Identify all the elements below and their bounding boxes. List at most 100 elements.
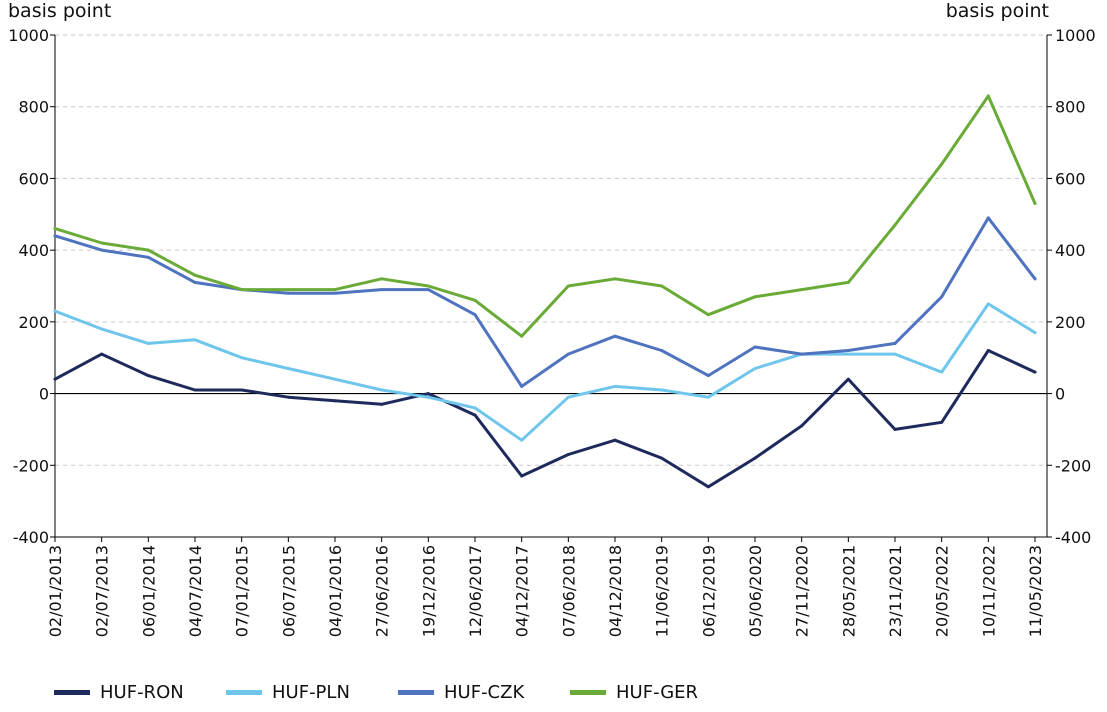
data-point-huf-pln: [333, 377, 337, 381]
data-point-huf-ger: [566, 284, 570, 288]
data-point-huf-pln: [53, 309, 57, 313]
series-line-huf-pln: [53, 302, 1037, 442]
data-point-huf-ron: [800, 424, 804, 428]
data-point-huf-czk: [846, 349, 850, 353]
y-tick-label-left: 1000: [8, 26, 49, 45]
data-point-huf-czk: [566, 352, 570, 356]
data-point-huf-ger: [893, 223, 897, 227]
data-point-huf-ger: [800, 288, 804, 292]
y-tick-label-right: -400: [1055, 528, 1091, 547]
data-point-huf-pln: [940, 370, 944, 374]
data-point-huf-ron: [846, 377, 850, 381]
x-tick-label: 02/01/2013: [46, 545, 65, 637]
data-point-huf-ger: [613, 277, 617, 281]
data-point-huf-czk: [380, 288, 384, 292]
data-point-huf-pln: [706, 395, 710, 399]
x-tick-label: 07/06/2018: [559, 545, 578, 637]
x-tick-label: 06/12/2019: [699, 545, 718, 637]
data-point-huf-pln: [1033, 331, 1037, 335]
data-point-huf-pln: [240, 356, 244, 360]
data-point-huf-czk: [1033, 277, 1037, 281]
data-point-huf-czk: [53, 234, 57, 238]
data-point-huf-ger: [706, 313, 710, 317]
x-tick-label: 20/05/2022: [933, 545, 952, 637]
x-tick-label: 02/07/2013: [93, 545, 112, 637]
data-point-huf-czk: [193, 280, 197, 284]
data-point-huf-ger: [846, 280, 850, 284]
data-point-huf-pln: [986, 302, 990, 306]
data-point-huf-ron: [240, 388, 244, 392]
data-point-huf-pln: [286, 366, 290, 370]
data-point-huf-ron: [893, 427, 897, 431]
x-tick-label: 11/06/2019: [653, 545, 672, 637]
data-point-huf-ger: [473, 298, 477, 302]
legend-item-huf-ger: HUF-GER: [570, 682, 698, 703]
legend: HUF-RON HUF-PLN HUF-CZK HUF-GER: [0, 682, 1107, 710]
data-point-huf-czk: [613, 334, 617, 338]
legend-swatch: [226, 690, 262, 695]
data-point-huf-czk: [940, 295, 944, 299]
x-tick-label: 07/01/2015: [233, 545, 252, 637]
y-axis-label-right: basis point: [945, 0, 1049, 22]
y-tick-label-right: -200: [1055, 456, 1091, 475]
y-tick-label-left: 200: [18, 313, 49, 332]
y-tick-label-left: 800: [18, 98, 49, 117]
data-point-huf-pln: [613, 384, 617, 388]
legend-swatch: [398, 690, 434, 695]
legend-item-huf-czk: HUF-CZK: [398, 682, 524, 703]
data-point-huf-ger: [753, 295, 757, 299]
data-point-huf-pln: [193, 338, 197, 342]
data-point-huf-ron: [940, 420, 944, 424]
series-line-huf-ger: [53, 94, 1037, 338]
y-tick-label-left: 600: [18, 169, 49, 188]
data-point-huf-pln: [100, 327, 104, 331]
data-point-huf-pln: [566, 395, 570, 399]
data-point-huf-ger: [286, 288, 290, 292]
data-point-huf-ron: [146, 374, 150, 378]
data-point-huf-ron: [380, 402, 384, 406]
data-point-huf-pln: [426, 395, 430, 399]
data-point-huf-ron: [986, 349, 990, 353]
data-point-huf-czk: [753, 345, 757, 349]
y-tick-label-right: 400: [1055, 241, 1086, 260]
data-point-huf-ger: [660, 284, 664, 288]
data-point-huf-ger: [333, 288, 337, 292]
data-point-huf-ger: [240, 288, 244, 292]
data-point-huf-czk: [286, 291, 290, 295]
legend-item-huf-ron: HUF-RON: [54, 682, 184, 703]
data-point-huf-ger: [53, 227, 57, 231]
data-point-huf-ger: [426, 284, 430, 288]
data-point-huf-ron: [100, 352, 104, 356]
x-tick-label: 28/05/2021: [839, 545, 858, 637]
x-tick-label: 04/07/2014: [186, 545, 205, 637]
y-tick-label-right: 1000: [1055, 26, 1096, 45]
y-tick-label-left: -200: [13, 456, 49, 475]
data-point-huf-ron: [286, 395, 290, 399]
x-tick-label: 04/01/2016: [326, 545, 345, 637]
data-point-huf-czk: [426, 288, 430, 292]
data-point-huf-ron: [753, 456, 757, 460]
data-point-huf-ron: [193, 388, 197, 392]
data-point-huf-czk: [986, 216, 990, 220]
data-point-huf-czk: [660, 349, 664, 353]
data-point-huf-ger: [193, 273, 197, 277]
data-point-huf-ron: [426, 392, 430, 396]
data-point-huf-ger: [380, 277, 384, 281]
y-tick-label-left: 0: [39, 385, 49, 404]
data-point-huf-czk: [146, 255, 150, 259]
data-point-huf-ron: [53, 377, 57, 381]
x-tick-label: 27/11/2020: [793, 545, 812, 637]
y-tick-label-right: 800: [1055, 98, 1086, 117]
legend-swatch: [570, 690, 606, 695]
data-point-huf-ron: [473, 413, 477, 417]
series-line-huf-ron: [53, 349, 1037, 489]
data-point-huf-ger: [1033, 202, 1037, 206]
y-axis-label-left: basis point: [8, 0, 112, 22]
data-point-huf-ger: [100, 241, 104, 245]
data-point-huf-czk: [706, 374, 710, 378]
x-tick-label: 04/12/2017: [513, 545, 532, 637]
data-point-huf-czk: [100, 248, 104, 252]
x-tick-label: 11/05/2023: [1026, 545, 1045, 637]
x-tick-label: 06/07/2015: [279, 545, 298, 637]
